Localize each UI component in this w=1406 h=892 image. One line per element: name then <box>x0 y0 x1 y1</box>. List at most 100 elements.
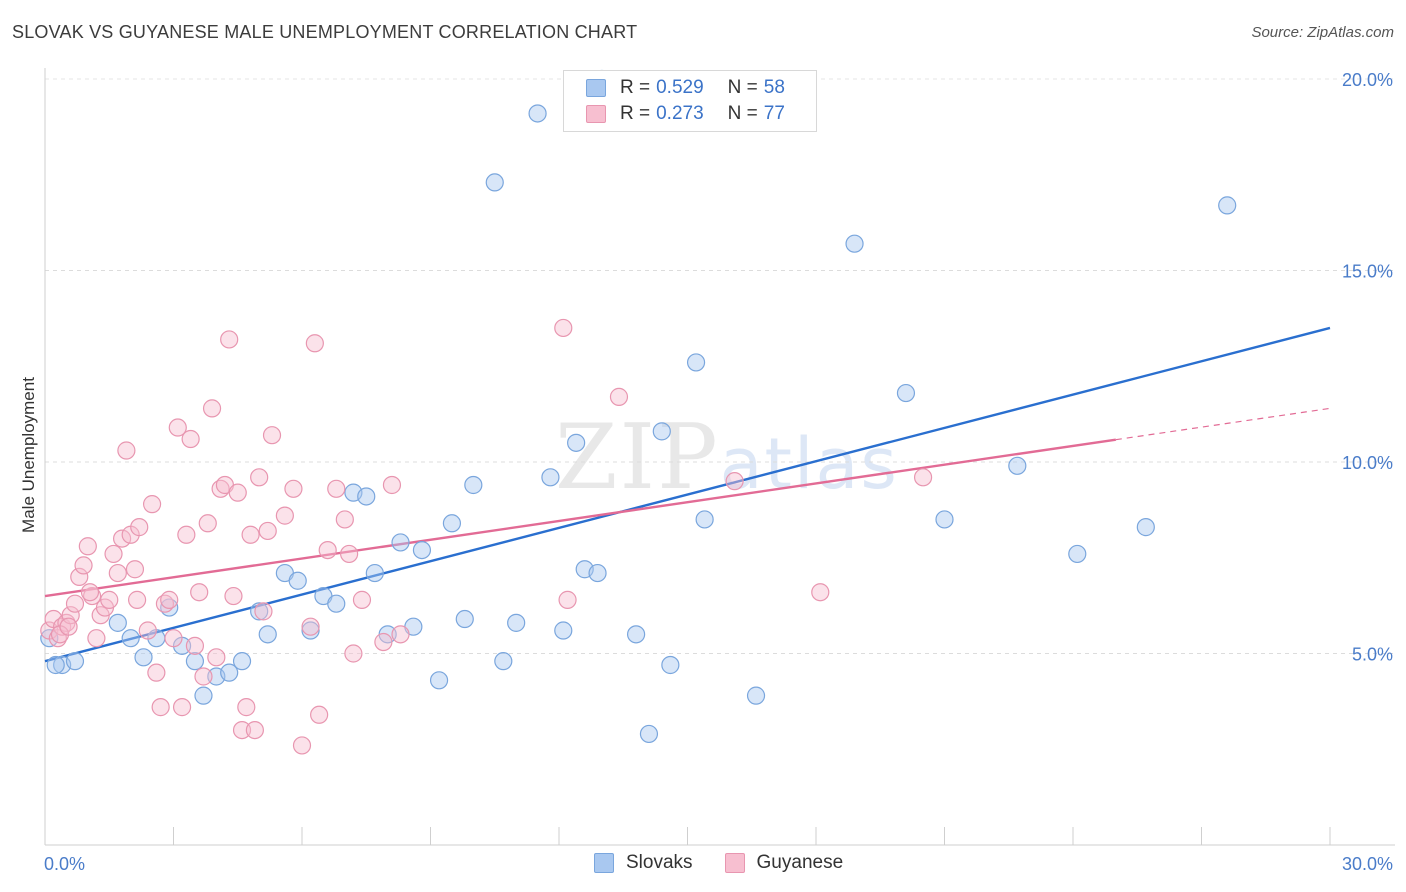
legend-n-label: N = <box>727 103 758 124</box>
legend-swatch-guyanese <box>586 105 606 123</box>
data-point-slovaks <box>554 621 573 640</box>
data-point-guyanese <box>172 698 192 717</box>
axes <box>44 68 1395 846</box>
data-point-guyanese <box>340 544 359 564</box>
x-tick-label: 30.0% <box>1342 854 1393 874</box>
legend-row-slovaks: R = 0.529 N = 58 <box>586 76 785 100</box>
data-point-guyanese <box>117 441 136 460</box>
data-point-guyanese <box>811 583 830 602</box>
legend-swatch-slovaks <box>594 853 614 873</box>
y-tick-label: 5.0% <box>1352 645 1393 665</box>
legend-n-value: 58 <box>763 77 785 98</box>
data-point-slovaks <box>896 383 916 403</box>
data-point-slovaks <box>695 510 714 529</box>
data-point-slovaks <box>686 353 706 372</box>
legend-label-guyanese: Guyanese <box>756 852 844 873</box>
data-point-slovaks <box>528 104 547 123</box>
data-point-guyanese <box>127 590 147 609</box>
data-point-slovaks <box>935 510 954 529</box>
data-point-slovaks <box>357 487 376 506</box>
data-point-guyanese <box>138 621 157 640</box>
data-point-slovaks <box>65 652 85 671</box>
data-point-guyanese <box>241 525 260 544</box>
data-point-guyanese <box>164 629 183 648</box>
data-point-guyanese <box>310 705 329 724</box>
legend-n-value: 77 <box>763 103 785 124</box>
watermark-zip: ZIP <box>555 405 720 510</box>
data-point-guyanese <box>177 525 196 544</box>
x-tick-label: 0.0% <box>44 854 85 874</box>
data-point-guyanese <box>78 537 97 556</box>
trend-line-extension-guyanese <box>1115 407 1331 441</box>
data-point-slovaks <box>626 625 646 644</box>
legend-row-guyanese: R = 0.273 N = 77 <box>586 102 785 126</box>
data-point-guyanese <box>725 472 744 491</box>
legend-r-value: 0.273 <box>656 103 704 124</box>
legend-label-slovaks: Slovaks <box>626 852 693 873</box>
data-point-slovaks <box>121 629 140 648</box>
data-point-guyanese <box>254 602 273 621</box>
data-point-slovaks <box>250 602 269 621</box>
trend-line-slovaks <box>44 326 1331 663</box>
data-point-slovaks <box>232 652 252 671</box>
data-point-guyanese <box>275 506 294 525</box>
data-point-guyanese <box>147 663 166 682</box>
data-point-guyanese <box>80 583 100 602</box>
data-point-guyanese <box>198 514 217 533</box>
data-point-guyanese <box>87 629 106 648</box>
data-point-guyanese <box>554 318 573 338</box>
data-point-slovaks <box>1136 518 1155 537</box>
data-point-slovaks <box>194 686 213 705</box>
legend-r-label: R = <box>620 103 651 124</box>
data-point-guyanese <box>61 606 80 625</box>
data-point-guyanese <box>168 418 187 437</box>
trend-lines <box>44 326 1331 663</box>
data-point-guyanese <box>160 590 179 609</box>
data-point-slovaks <box>541 468 560 487</box>
data-point-guyanese <box>59 617 78 636</box>
watermark: ZIPatlas <box>555 405 899 510</box>
data-point-guyanese <box>232 720 252 740</box>
data-point-slovaks <box>485 173 504 192</box>
data-point-guyanese <box>335 510 354 529</box>
chart-title: SLOVAK VS GUYANESE MALE UNEMPLOYMENT COR… <box>12 22 638 42</box>
data-point-guyanese <box>284 479 303 498</box>
y-axis-label: Male Unemployment <box>19 377 38 533</box>
data-point-guyanese <box>185 636 205 655</box>
data-point-slovaks <box>258 625 277 644</box>
data-point-slovaks <box>185 652 205 671</box>
legend-item-slovaks[interactable]: Slovaks <box>594 852 693 874</box>
data-point-slovaks <box>220 663 239 682</box>
correlation-legend: R = 0.529 N = 58 R = 0.273 N = 77 <box>563 70 817 132</box>
tick-labels: 5.0% 10.0% 15.0% 20.0% 0.0% 30.0% <box>44 70 1393 874</box>
data-point-slovaks <box>588 563 607 583</box>
data-point-slovaks <box>455 609 474 629</box>
data-point-guyanese <box>318 540 337 560</box>
data-point-slovaks <box>494 652 513 671</box>
data-point-slovaks <box>429 671 449 690</box>
data-point-slovaks <box>639 724 659 744</box>
data-point-guyanese <box>352 590 372 609</box>
data-point-slovaks <box>412 540 432 560</box>
y-tick-label: 15.0% <box>1342 262 1393 282</box>
data-point-slovaks <box>1218 196 1237 215</box>
data-point-guyanese <box>292 736 312 755</box>
data-point-guyanese <box>262 426 282 445</box>
data-point-slovaks <box>746 686 766 705</box>
legend-item-guyanese[interactable]: Guyanese <box>724 852 844 874</box>
data-point-guyanese <box>250 468 269 487</box>
data-point-guyanese <box>207 648 226 667</box>
data-point-guyanese <box>65 594 85 613</box>
data-point-slovaks <box>108 613 127 632</box>
data-point-slovaks <box>365 563 384 583</box>
data-point-guyanese <box>374 632 393 652</box>
legend-swatch-slovaks <box>586 79 606 97</box>
data-point-guyanese <box>100 590 119 609</box>
data-point-slovaks <box>845 234 864 253</box>
data-point-guyanese <box>228 483 247 502</box>
data-point-guyanese <box>151 698 170 717</box>
data-point-guyanese <box>130 518 149 537</box>
data-point-slovaks <box>507 613 526 632</box>
data-point-slovaks <box>288 571 307 590</box>
